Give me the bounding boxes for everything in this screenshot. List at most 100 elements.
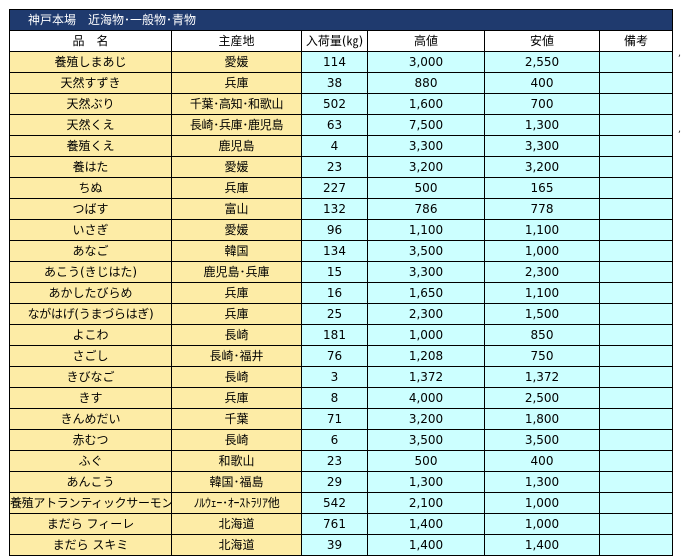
cell-origin: 鹿児島･兵庫 bbox=[171, 261, 302, 283]
table-row: いさぎ 愛媛 96 1,100 1,100 bbox=[9, 219, 674, 241]
cell-high-price: 1,208 bbox=[367, 345, 485, 367]
cell-origin: 兵庫 bbox=[171, 177, 302, 199]
cell-low-price: 1,300 bbox=[484, 114, 600, 136]
table-row: 天然くえ 長崎･兵庫･鹿児島 63 7,500 1,300 bbox=[9, 114, 674, 136]
cell-name: きんめだい bbox=[9, 408, 172, 430]
cell-name: きす bbox=[9, 387, 172, 409]
cell-origin: 北海道 bbox=[171, 534, 302, 556]
table-row: あんこう 韓国･福島 29 1,300 1,300 bbox=[9, 471, 674, 493]
cell-low-price: 1,100 bbox=[484, 282, 600, 304]
cell-low-price: 750 bbox=[484, 345, 600, 367]
table-title: 神戸本場 近海物･一般物･青物 bbox=[8, 9, 674, 31]
cell-name: ふぐ bbox=[9, 450, 172, 472]
cell-note bbox=[598, 471, 674, 493]
cell-quantity: 4 bbox=[301, 135, 368, 157]
cell-name: 養殖アトランティックサーモン bbox=[9, 492, 172, 514]
cell-low-price: 2,550 bbox=[484, 51, 600, 73]
cell-note bbox=[598, 366, 674, 388]
cell-low-price: 1,372 bbox=[484, 366, 600, 388]
cell-low-price: 1,100 bbox=[484, 219, 600, 241]
cell-quantity: 63 bbox=[301, 114, 368, 136]
cell-high-price: 3,000 bbox=[367, 51, 485, 73]
cell-high-price: 3,200 bbox=[367, 156, 485, 178]
cell-name: 赤むつ bbox=[9, 429, 172, 451]
cell-name: きびなご bbox=[9, 366, 172, 388]
cell-note bbox=[598, 240, 674, 262]
cell-quantity: 96 bbox=[301, 219, 368, 241]
cell-low-price: 2,500 bbox=[484, 387, 600, 409]
cell-origin: 愛媛 bbox=[171, 156, 302, 178]
cell-origin: 鹿児島 bbox=[171, 135, 302, 157]
table-row: 養殖アトランティックサーモン ﾉﾙｳｪｰ･ｵｰｽﾄﾗﾘｱ他 542 2,100 1,00… bbox=[9, 492, 674, 514]
cell-low-price: 1,300 bbox=[484, 471, 600, 493]
cell-quantity: 8 bbox=[301, 387, 368, 409]
cell-note bbox=[598, 219, 674, 241]
cell-origin: 千葉･高知･和歌山 bbox=[171, 93, 302, 115]
cell-name: まだら フィーレ bbox=[9, 513, 172, 535]
header-note: 備考 bbox=[598, 30, 674, 52]
cell-name: 天然くえ bbox=[9, 114, 172, 136]
cell-low-price: 1,000 bbox=[484, 240, 600, 262]
cell-quantity: 542 bbox=[301, 492, 368, 514]
table-row: あなご 韓国 134 3,500 1,000 bbox=[9, 240, 674, 262]
cell-note bbox=[598, 429, 674, 451]
cell-low-price: 1,000 bbox=[484, 492, 600, 514]
cell-name: 天然すずき bbox=[9, 72, 172, 94]
cell-note bbox=[598, 51, 674, 73]
header-name: 品 名 bbox=[9, 30, 172, 52]
cell-high-price: 3,500 bbox=[367, 240, 485, 262]
cell-origin: 兵庫 bbox=[171, 387, 302, 409]
cell-quantity: 114 bbox=[301, 51, 368, 73]
table-row: ふぐ 和歌山 23 500 400 bbox=[9, 450, 674, 472]
cell-quantity: 227 bbox=[301, 177, 368, 199]
cell-name: つばす bbox=[9, 198, 172, 220]
cell-quantity: 502 bbox=[301, 93, 368, 115]
cell-origin: 長崎 bbox=[171, 366, 302, 388]
cell-note bbox=[598, 450, 674, 472]
cell-quantity: 3 bbox=[301, 366, 368, 388]
cell-high-price: 3,300 bbox=[367, 135, 485, 157]
cell-note bbox=[598, 345, 674, 367]
cell-quantity: 16 bbox=[301, 282, 368, 304]
cell-quantity: 761 bbox=[301, 513, 368, 535]
cell-high-price: 3,300 bbox=[367, 261, 485, 283]
cell-quantity: 181 bbox=[301, 324, 368, 346]
table-row: 養殖くえ 鹿児島 4 3,300 3,300 bbox=[9, 135, 674, 157]
table-row: まだら フィーレ 北海道 761 1,400 1,000 bbox=[9, 513, 674, 535]
cell-high-price: 880 bbox=[367, 72, 485, 94]
cell-name: あこう(きじはた) bbox=[9, 261, 172, 283]
header-high-price: 高値 bbox=[367, 30, 485, 52]
cell-high-price: 7,500 bbox=[367, 114, 485, 136]
cell-low-price: 3,200 bbox=[484, 156, 600, 178]
table-row: きす 兵庫 8 4,000 2,500 bbox=[9, 387, 674, 409]
cell-note bbox=[598, 303, 674, 325]
cell-high-price: 1,400 bbox=[367, 534, 485, 556]
header-low-price: 安値 bbox=[484, 30, 600, 52]
header-row: 品 名 主産地 入荷量(㎏) 高値 安値 備考 bbox=[9, 30, 674, 52]
table-row: 天然ぶり 千葉･高知･和歌山 502 1,600 700 bbox=[9, 93, 674, 115]
cell-name: 養殖しまあじ bbox=[9, 51, 172, 73]
cell-note bbox=[598, 198, 674, 220]
cell-low-price: 400 bbox=[484, 72, 600, 94]
cell-note bbox=[598, 387, 674, 409]
cell-note bbox=[598, 492, 674, 514]
cell-note bbox=[598, 156, 674, 178]
table-row: あこう(きじはた) 鹿児島･兵庫 15 3,300 2,300 bbox=[9, 261, 674, 283]
cell-name: ながはげ(うまづらはぎ) bbox=[9, 303, 172, 325]
cell-high-price: 786 bbox=[367, 198, 485, 220]
cell-origin: 千葉 bbox=[171, 408, 302, 430]
cell-origin: 兵庫 bbox=[171, 282, 302, 304]
cell-high-price: 1,372 bbox=[367, 366, 485, 388]
table-row: 養はた 愛媛 23 3,200 3,200 bbox=[9, 156, 674, 178]
cell-origin: 長崎･兵庫･鹿児島 bbox=[171, 114, 302, 136]
cell-name: 養殖くえ bbox=[9, 135, 172, 157]
cell-origin: 長崎･福井 bbox=[171, 345, 302, 367]
cell-origin: ﾉﾙｳｪｰ･ｵｰｽﾄﾗﾘｱ他 bbox=[171, 492, 302, 514]
cell-origin: 富山 bbox=[171, 198, 302, 220]
table-row: よこわ 長崎 181 1,000 850 bbox=[9, 324, 674, 346]
cell-quantity: 15 bbox=[301, 261, 368, 283]
cell-origin: 愛媛 bbox=[171, 51, 302, 73]
title-row: 神戸本場 近海物･一般物･青物 bbox=[8, 9, 674, 31]
cell-origin: 長崎 bbox=[171, 324, 302, 346]
table-row: 赤むつ 長崎 6 3,500 3,500 bbox=[9, 429, 674, 451]
